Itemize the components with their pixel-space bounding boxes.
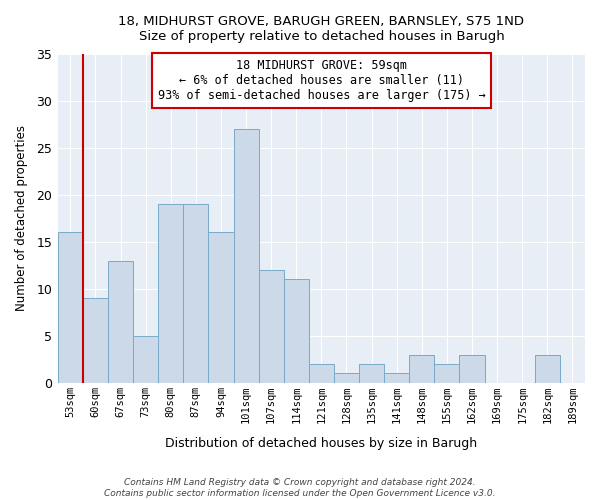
Title: 18, MIDHURST GROVE, BARUGH GREEN, BARNSLEY, S75 1ND
Size of property relative to: 18, MIDHURST GROVE, BARUGH GREEN, BARNSL… [118, 15, 524, 43]
X-axis label: Distribution of detached houses by size in Barugh: Distribution of detached houses by size … [166, 437, 478, 450]
Y-axis label: Number of detached properties: Number of detached properties [15, 126, 28, 312]
Bar [309, 364, 334, 383]
Bar [108, 260, 133, 383]
Bar [434, 364, 460, 383]
Bar [233, 129, 259, 383]
Bar [58, 232, 83, 383]
Bar [83, 298, 108, 383]
Text: 18 MIDHURST GROVE: 59sqm
← 6% of detached houses are smaller (11)
93% of semi-de: 18 MIDHURST GROVE: 59sqm ← 6% of detache… [158, 59, 485, 102]
Bar [133, 336, 158, 383]
Bar [384, 374, 409, 383]
Bar [359, 364, 384, 383]
Bar [158, 204, 183, 383]
Bar [183, 204, 208, 383]
Bar [334, 374, 359, 383]
Bar [259, 270, 284, 383]
Bar [409, 354, 434, 383]
Bar [208, 232, 233, 383]
Text: Contains HM Land Registry data © Crown copyright and database right 2024.
Contai: Contains HM Land Registry data © Crown c… [104, 478, 496, 498]
Bar [535, 354, 560, 383]
Bar [284, 280, 309, 383]
Bar [460, 354, 485, 383]
